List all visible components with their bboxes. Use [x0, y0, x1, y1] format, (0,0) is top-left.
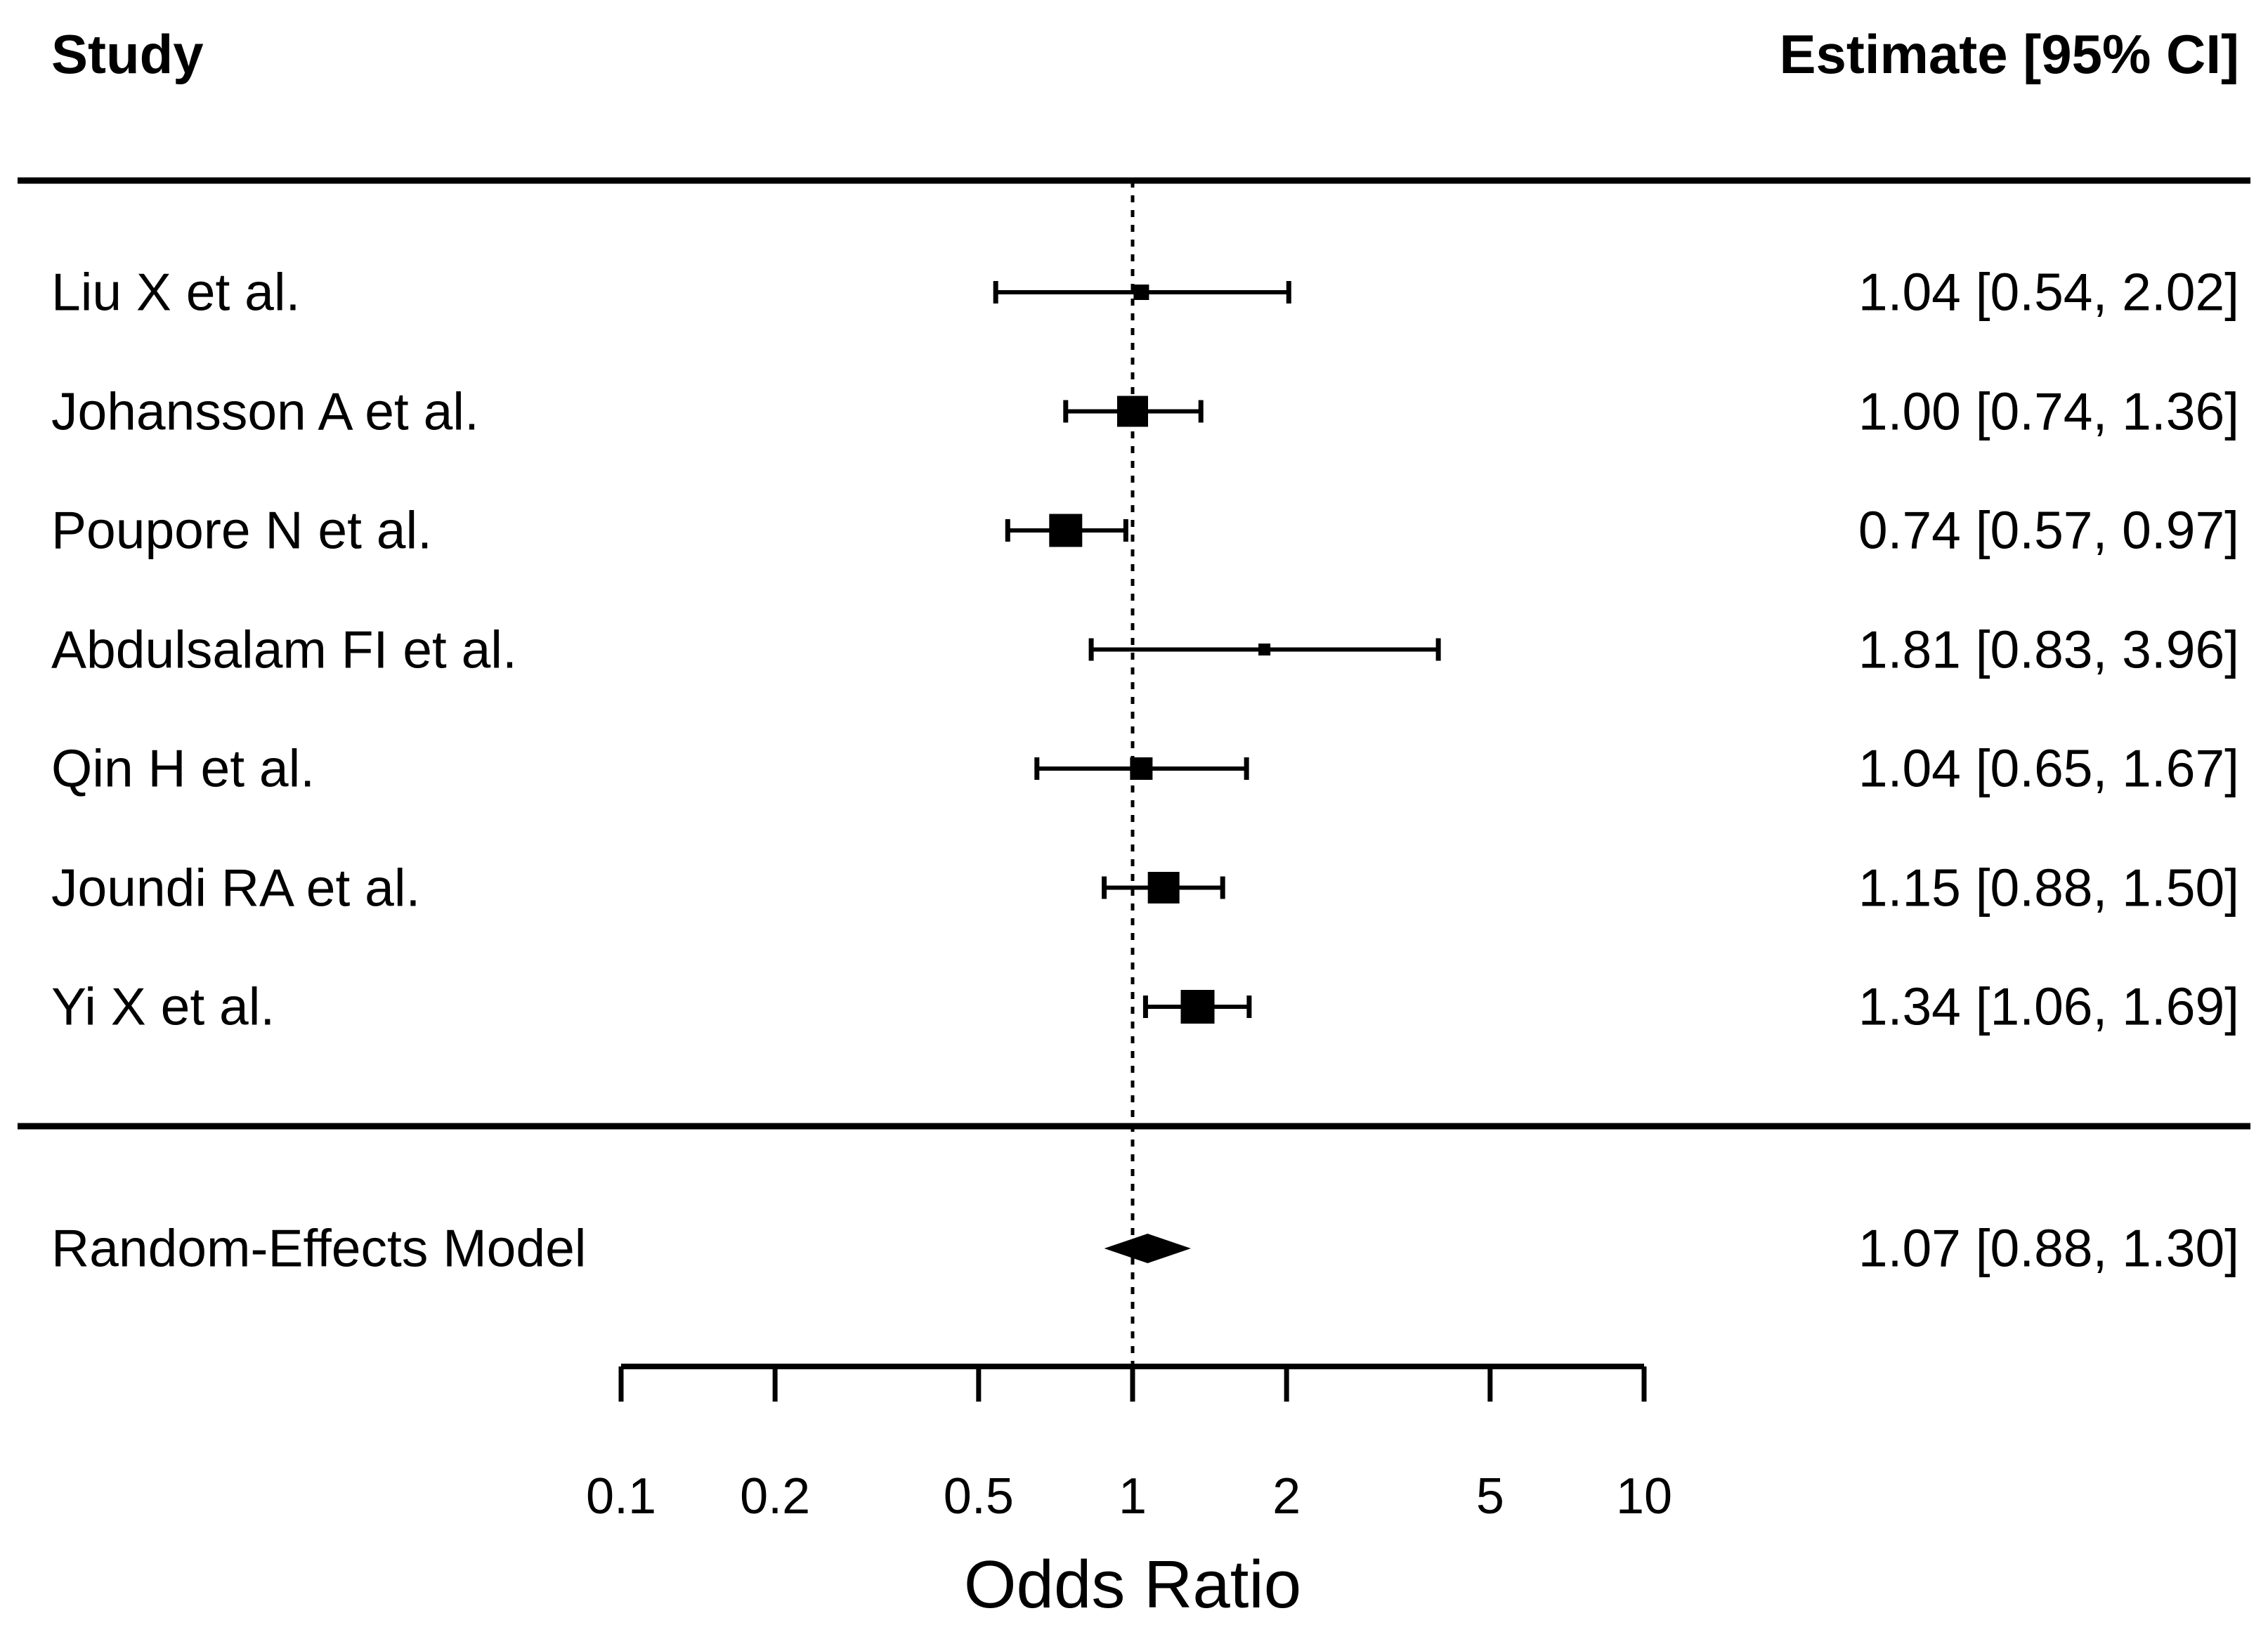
x-axis-title: Odds Ratio	[963, 1547, 1302, 1622]
study-label: Johansson A et al.	[51, 381, 479, 440]
axis-tick-label: 0.5	[943, 1468, 1014, 1525]
study-label: Abdulsalam FI et al.	[51, 620, 517, 679]
study-estimate: 1.34 [1.06, 1.69]	[1858, 977, 2239, 1036]
axis-tick-label: 0.1	[585, 1468, 657, 1525]
effect-square	[1049, 514, 1083, 547]
study-label: Poupore N et al.	[51, 500, 432, 560]
axis-tick-label: 2	[1272, 1468, 1301, 1525]
summary-estimate: 1.07 [0.88, 1.30]	[1858, 1218, 2239, 1278]
axis-tick-label: 10	[1615, 1468, 1673, 1525]
summary-label: Random-Effects Model	[51, 1218, 587, 1278]
study-estimate: 1.81 [0.83, 3.96]	[1858, 620, 2239, 679]
axis-tick-label: 0.2	[740, 1468, 811, 1525]
effect-square	[1130, 757, 1153, 780]
effect-square	[1258, 644, 1271, 655]
study-label: Yi X et al.	[51, 977, 275, 1036]
effect-square	[1133, 285, 1149, 300]
effect-square	[1147, 872, 1180, 903]
study-label: Qin H et al.	[51, 738, 315, 798]
effect-square	[1180, 990, 1215, 1024]
study-estimate: 1.04 [0.65, 1.67]	[1858, 738, 2239, 798]
study-label: Joundi RA et al.	[51, 858, 421, 917]
summary-diamond	[1104, 1234, 1191, 1263]
study-estimate: 0.74 [0.57, 0.97]	[1858, 500, 2239, 560]
study-estimate: 1.00 [0.74, 1.36]	[1858, 381, 2239, 440]
study-estimate: 1.04 [0.54, 2.02]	[1858, 262, 2239, 322]
axis-tick-label: 5	[1475, 1468, 1504, 1525]
effect-square	[1117, 396, 1148, 427]
column-header-estimate: Estimate [95% CI]	[1779, 23, 2239, 85]
study-label: Liu X et al.	[51, 262, 301, 322]
axis-tick-label: 1	[1118, 1468, 1147, 1525]
study-estimate: 1.15 [0.88, 1.50]	[1858, 858, 2239, 917]
column-header-study: Study	[51, 23, 204, 85]
